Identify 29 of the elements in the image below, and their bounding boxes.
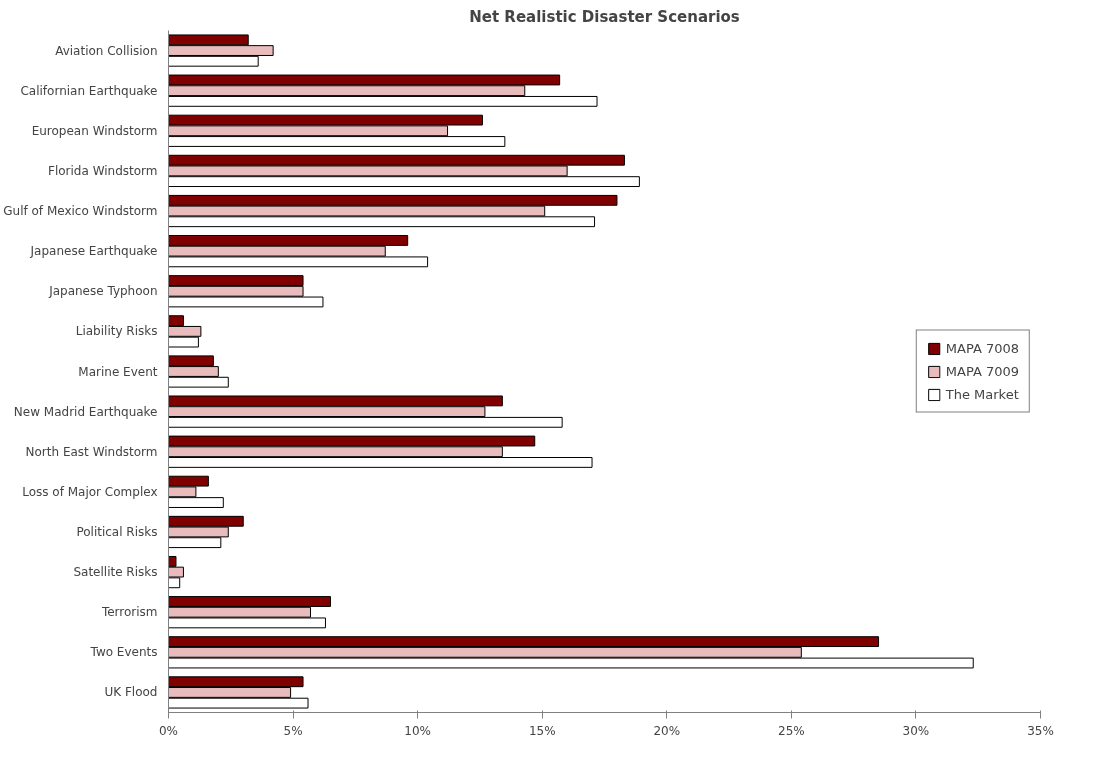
x-tick-label: 10% <box>404 723 431 738</box>
y-tick-label: Japanese Typhoon <box>48 284 158 299</box>
y-tick-label: Terrorism <box>100 605 158 620</box>
y-tick-label: Two Events <box>89 645 158 660</box>
y-tick-label: European Windstorm <box>31 123 158 138</box>
y-tick-label: Aviation Collision <box>55 43 158 58</box>
y-tick-label: Gulf of Mexico Windstorm <box>3 204 158 219</box>
y-tick-label: Liability Risks <box>75 324 158 339</box>
x-tick-label: 30% <box>902 723 930 738</box>
y-tick-label: North East Windstorm <box>25 444 158 459</box>
x-tick-label: 0% <box>158 723 179 738</box>
x-tick-label: 20% <box>653 723 681 738</box>
legend-label: The Market <box>945 386 1019 402</box>
legend-label: MAPA 7008 <box>945 340 1019 356</box>
y-tick-label: Loss of Major Complex <box>22 484 158 499</box>
y-tick-label: Californian Earthquake <box>20 83 158 98</box>
x-tick-label: 5% <box>283 723 303 738</box>
y-tick-label: Florida Windstorm <box>48 163 158 178</box>
x-tick-label: 15% <box>528 723 556 738</box>
y-tick-label: UK Flood <box>104 685 158 700</box>
y-tick-label: Satellite Risks <box>73 565 158 580</box>
x-tick-label: 25% <box>778 723 805 738</box>
chart-title: Net Realistic Disaster Scenarios <box>469 7 740 26</box>
legend-label: MAPA 7009 <box>945 363 1019 379</box>
y-tick-label: Japanese Earthquake <box>29 244 158 259</box>
y-tick-label: New Madrid Earthquake <box>13 404 158 419</box>
y-tick-label: Marine Event <box>78 364 158 379</box>
x-tick-label: 35% <box>1027 723 1054 738</box>
y-tick-label: Political Risks <box>76 524 158 539</box>
